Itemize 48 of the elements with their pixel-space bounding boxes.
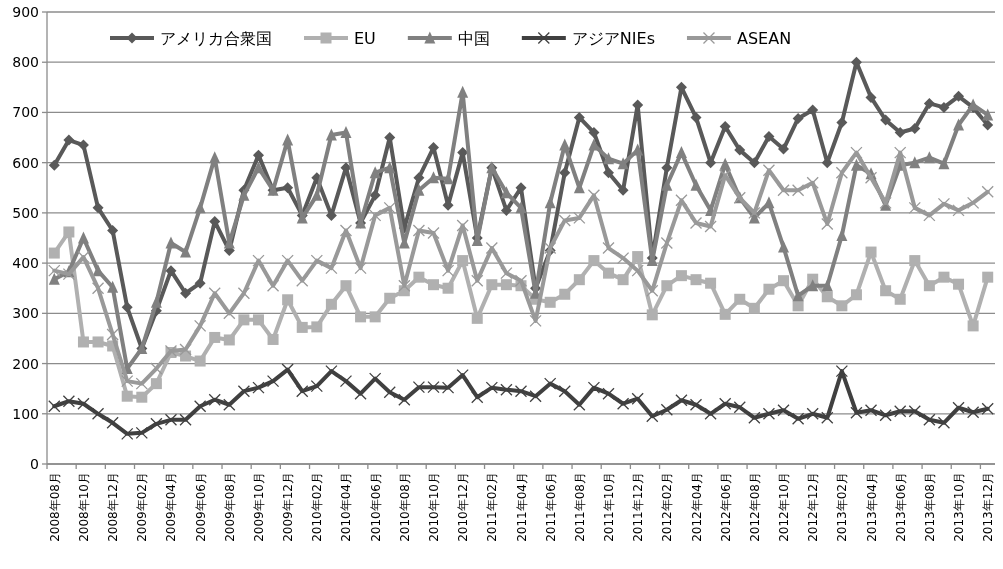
x-tick-label: 2010年12月 <box>456 472 471 542</box>
x-tick-label: 2010年02月 <box>310 472 325 542</box>
x-tick-label: 2012年12月 <box>806 472 821 542</box>
x-tick-label: 2011年02月 <box>485 472 500 542</box>
x-tick-label: 2013年12月 <box>981 472 996 542</box>
y-tick-label: 700 <box>12 104 39 121</box>
x-tick-label: 2008年08月 <box>47 472 62 542</box>
x-tick-label: 2009年04月 <box>164 472 179 542</box>
x-tick-label: 2013年06月 <box>893 472 908 542</box>
legend-label: ASEAN <box>736 29 792 48</box>
legend-label: EU <box>354 29 376 48</box>
x-tick-label: 2013年04月 <box>864 472 879 542</box>
x-tick-label: 2011年08月 <box>572 472 587 542</box>
y-tick-label: 100 <box>12 405 39 422</box>
x-tick-label: 2011年04月 <box>514 472 529 542</box>
x-tick-label: 2011年06月 <box>543 472 558 542</box>
x-tick-label: 2009年08月 <box>222 472 237 542</box>
x-tick-label: 2012年10月 <box>777 472 792 542</box>
x-tick-label: 2008年12月 <box>106 472 121 542</box>
x-tick-label: 2011年12月 <box>631 472 646 542</box>
y-tick-label: 400 <box>12 255 39 272</box>
legend-label: 中国 <box>457 29 490 48</box>
x-tick-label: 2012年08月 <box>747 472 762 542</box>
x-tick-label: 2009年06月 <box>193 472 208 542</box>
x-tick-label: 2011年10月 <box>602 472 617 542</box>
x-tick-label: 2009年10月 <box>251 472 266 542</box>
x-tick-label: 2010年10月 <box>426 472 441 542</box>
x-tick-label: 2010年08月 <box>397 472 412 542</box>
y-tick-label: 500 <box>12 204 39 221</box>
x-tick-label: 2013年08月 <box>922 472 937 542</box>
y-tick-label: 600 <box>12 154 39 171</box>
x-tick-label: 2012年06月 <box>718 472 733 542</box>
legend-label: アジアNIEs <box>571 29 655 48</box>
x-tick-label: 2013年02月 <box>835 472 850 542</box>
y-tick-label: 0 <box>30 456 39 472</box>
legend-label: アメリカ合衆国 <box>160 29 272 48</box>
y-tick-label: 200 <box>12 355 39 372</box>
x-tick-label: 2012年04月 <box>689 472 704 542</box>
x-tick-label: 2009年02月 <box>135 472 150 542</box>
y-tick-label: 300 <box>12 305 39 322</box>
x-tick-label: 2012年02月 <box>660 472 675 542</box>
x-tick-label: 2013年10月 <box>952 472 967 542</box>
x-tick-label: 2009年12月 <box>281 472 296 542</box>
x-tick-label: 2010年04月 <box>339 472 354 542</box>
x-tick-label: 2008年10月 <box>76 472 91 542</box>
x-tick-label: 2010年06月 <box>368 472 383 542</box>
y-tick-label: 900 <box>12 4 39 20</box>
y-tick-label: 800 <box>12 54 39 71</box>
